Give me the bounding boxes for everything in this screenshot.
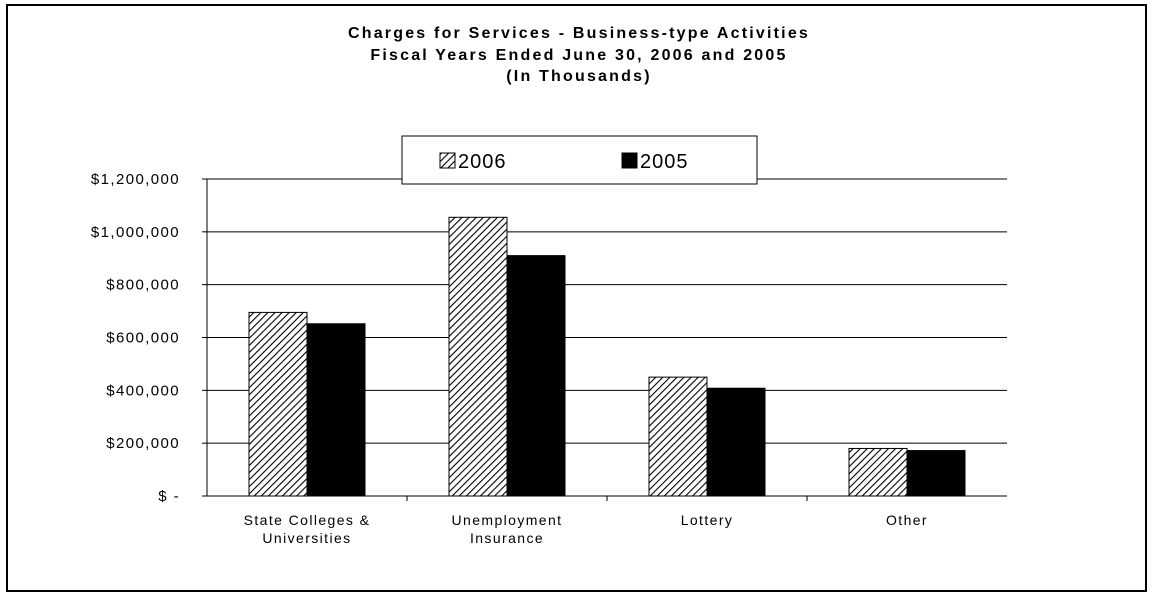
bar-2005-0 <box>306 323 366 497</box>
legend-swatch-2005 <box>621 152 638 169</box>
chart-title-line: Charges for Services - Business-type Act… <box>348 25 810 42</box>
x-category-label: Unemployment <box>452 512 563 528</box>
legend: 2006 2005 <box>401 135 758 185</box>
x-category-label: Insurance <box>470 530 544 546</box>
legend-label: 2006 <box>458 151 507 173</box>
bars <box>248 216 966 497</box>
x-category-labels: State Colleges & Universities Unemployment… <box>244 512 928 546</box>
chart-title-line: Fiscal Years Ended June 30, 2006 and 200… <box>370 47 787 64</box>
axes <box>202 178 1007 501</box>
y-tick-label: $1,200,000 <box>91 171 180 188</box>
x-category-label: State Colleges & <box>244 512 371 528</box>
chart-title: Charges for Services - Business-type Act… <box>348 25 810 85</box>
bar-chart: Charges for Services - Business-type Act… <box>91 25 1007 546</box>
bar-2006-2 <box>648 376 708 497</box>
y-tick-label: $200,000 <box>106 435 180 452</box>
chart-frame: Charges for Services - Business-type Act… <box>6 4 1147 592</box>
x-category-label: Lottery <box>681 512 734 528</box>
bar-2005-1 <box>506 255 566 497</box>
bar-2005-3 <box>906 450 966 497</box>
y-tick-label: $ - <box>158 488 180 505</box>
chart-title-line: (In Thousands) <box>506 68 651 85</box>
y-tick-label: $600,000 <box>106 330 180 347</box>
legend-swatch-2006 <box>439 152 456 169</box>
x-category-label: Universities <box>262 530 351 546</box>
y-tick-labels: $ - $200,000 $400,000 $600,000 $800,000 $1,00… <box>91 171 180 505</box>
legend-box <box>401 135 758 185</box>
bar-2006-1 <box>448 216 508 497</box>
y-tick-label: $800,000 <box>106 277 180 294</box>
legend-label: 2005 <box>640 151 689 173</box>
bar-2006-3 <box>848 447 908 497</box>
x-category-label: Other <box>886 512 928 528</box>
bar-2005-2 <box>706 387 766 497</box>
y-tick-label: $1,000,000 <box>91 224 180 241</box>
y-tick-label: $400,000 <box>106 382 180 399</box>
bar-2006-0 <box>248 311 308 497</box>
